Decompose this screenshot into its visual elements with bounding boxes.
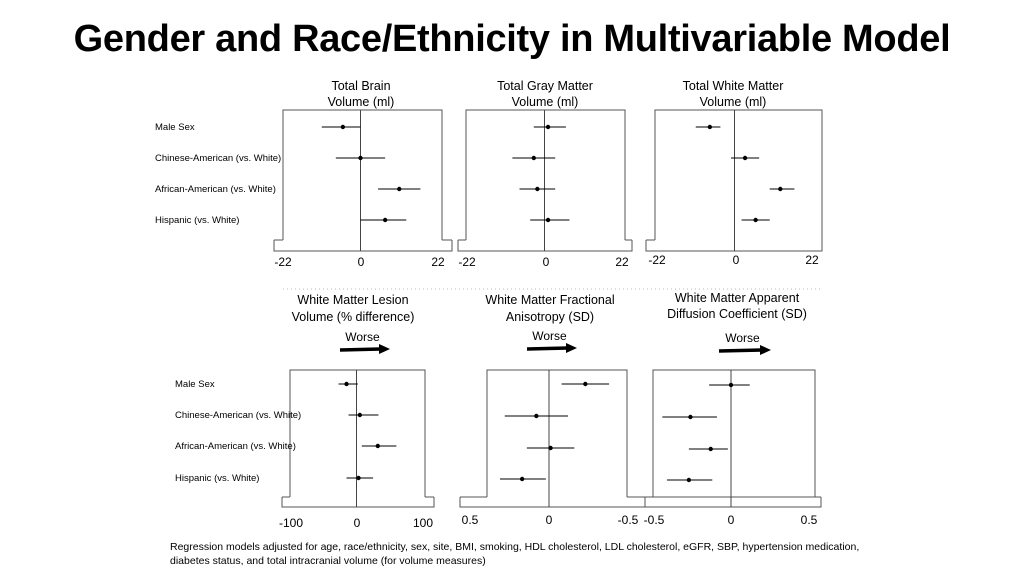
forest-panel-4: White Matter Lesion Volume (% difference)… xyxy=(175,293,435,530)
tick-label: 22 xyxy=(431,255,445,269)
point-estimate xyxy=(340,124,346,130)
panel-frame xyxy=(654,109,823,240)
point-estimate xyxy=(545,124,551,130)
row-label: Chinese-American (vs. White) xyxy=(155,153,281,164)
tick-label: -22 xyxy=(648,253,666,267)
panel-title-line: Volume (ml) xyxy=(328,95,395,109)
point-estimate xyxy=(375,443,380,449)
tick-label: 22 xyxy=(615,255,629,269)
point-estimate xyxy=(397,186,402,192)
panel-axis-frame xyxy=(281,496,435,508)
row-label: Male Sex xyxy=(175,379,215,390)
panel-title-line: Total White Matter xyxy=(683,79,784,93)
panel-frame xyxy=(652,369,816,497)
point-estimate xyxy=(382,217,388,223)
panel-frame xyxy=(282,109,443,240)
point-estimate xyxy=(688,414,693,420)
row-label: African-American (vs. White) xyxy=(155,184,276,195)
panel-title-line: White Matter Fractional xyxy=(485,293,614,307)
point-estimate xyxy=(531,155,536,161)
panel-title-line: Diffusion Coefficient (SD) xyxy=(667,307,807,321)
row-label: Chinese-American (vs. White) xyxy=(175,410,301,421)
worse-arrow-shaft xyxy=(718,348,763,353)
panel-frame xyxy=(486,369,628,497)
tick-label: 22 xyxy=(805,253,819,267)
panel-title-line: Volume (ml) xyxy=(700,95,767,109)
point-estimate xyxy=(344,381,349,387)
tick-label: 100 xyxy=(413,516,433,530)
tick-label: 0.5 xyxy=(462,513,479,527)
tick-label: 0 xyxy=(358,255,365,269)
point-estimate xyxy=(519,476,525,482)
panel-title-line: White Matter Lesion xyxy=(297,293,408,307)
tick-label: -22 xyxy=(458,255,476,269)
worse-arrow-shaft xyxy=(339,347,382,352)
tick-label: 0 xyxy=(728,513,735,527)
forest-panel-3: Total White Matter Volume (ml) -22 0 22 xyxy=(645,79,823,267)
point-estimate xyxy=(686,477,692,483)
point-estimate xyxy=(358,155,363,161)
point-estimate xyxy=(357,412,363,418)
point-estimate xyxy=(778,186,783,192)
panel-axis-frame xyxy=(273,239,453,252)
tick-label: 0 xyxy=(546,513,553,527)
tick-label: -100 xyxy=(279,516,303,530)
point-estimate xyxy=(583,381,588,387)
row-label: African-American (vs. White) xyxy=(175,441,296,452)
tick-label: -0.5 xyxy=(618,513,639,527)
row-label: Male Sex xyxy=(155,122,195,133)
tick-label: 0 xyxy=(733,253,740,267)
panel-title-line: White Matter Apparent xyxy=(675,291,800,305)
point-estimate xyxy=(356,475,361,481)
panel-title-line: Total Brain xyxy=(331,79,390,93)
panel-axis-frame xyxy=(644,496,822,508)
point-estimate xyxy=(742,155,748,161)
panel-title-line: Volume (% difference) xyxy=(292,310,415,324)
forest-panel-6: White Matter Apparent Diffusion Coefficie… xyxy=(644,291,822,527)
forest-panel-5: White Matter Fractional Anisotropy (SD) Wo… xyxy=(459,293,822,527)
worse-arrow-shaft xyxy=(526,346,569,351)
panel-frame xyxy=(289,369,426,497)
worse-label: Worse xyxy=(532,329,567,343)
point-estimate xyxy=(728,382,734,388)
worse-arrow-head xyxy=(760,345,771,355)
panel-title-line: Anisotropy (SD) xyxy=(506,310,594,324)
point-estimate xyxy=(753,217,758,223)
tick-label: 0 xyxy=(354,516,361,530)
forest-panel-1: Total Brain Volume (ml) Male Sex Chinese-Am… xyxy=(155,79,453,269)
point-estimate xyxy=(534,413,539,419)
panel-axis-frame xyxy=(459,496,822,508)
panel-title-line: Total Gray Matter xyxy=(497,79,593,93)
page-title: Gender and Race/Ethnicity in Multivariab… xyxy=(73,18,951,60)
point-estimate xyxy=(535,186,540,192)
point-estimate xyxy=(707,124,713,130)
worse-label: Worse xyxy=(725,331,760,345)
tick-label: -22 xyxy=(274,255,292,269)
footnote: Regression models adjusted for age, race… xyxy=(170,541,860,567)
row-label: Hispanic (vs. White) xyxy=(155,215,239,226)
worse-arrow-head xyxy=(566,343,577,353)
point-estimate xyxy=(545,217,551,223)
point-estimate xyxy=(708,446,713,452)
tick-label: -0.5 xyxy=(644,513,665,527)
forest-panel-2: Total Gray Matter Volume (ml) -22 0 22 xyxy=(457,79,633,269)
point-estimate xyxy=(548,445,553,451)
panel-frame xyxy=(465,109,626,240)
tick-label: 0 xyxy=(543,255,550,269)
row-label: Hispanic (vs. White) xyxy=(175,473,259,484)
panel-title-line: Volume (ml) xyxy=(512,95,579,109)
worse-label: Worse xyxy=(345,330,380,344)
tick-label: 0.5 xyxy=(801,513,818,527)
worse-arrow-head xyxy=(379,344,390,354)
